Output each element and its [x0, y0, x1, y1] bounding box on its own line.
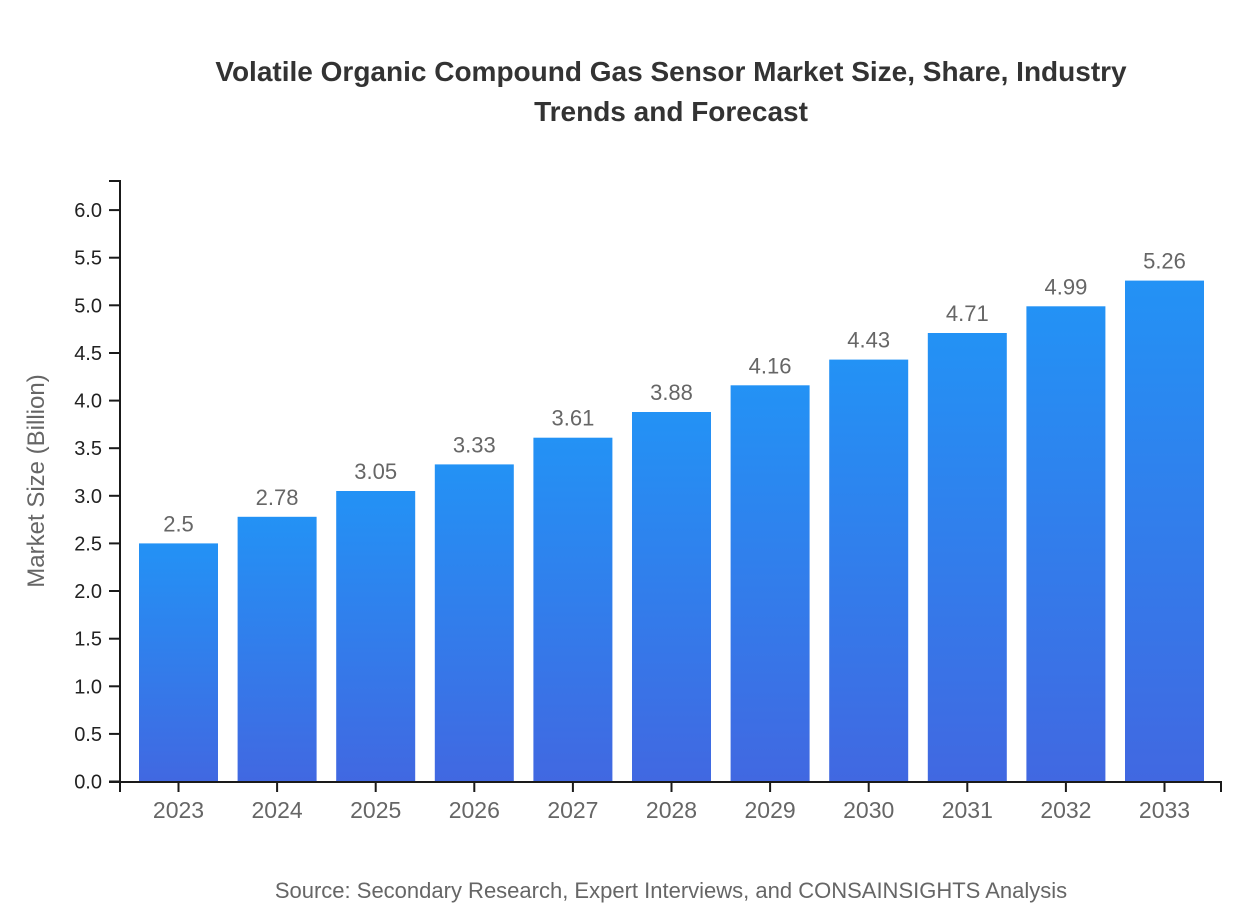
- y-tick-label: 2.0: [74, 581, 102, 603]
- x-tick-label: 2030: [843, 797, 894, 823]
- x-tick-label: 2023: [153, 797, 204, 823]
- bar-value-label: 2.78: [256, 485, 299, 510]
- bar-value-label: 3.33: [453, 432, 496, 457]
- bar: [434, 464, 514, 782]
- bar-value-label: 5.26: [1143, 249, 1186, 274]
- bar: [829, 359, 909, 782]
- x-tick-label: 2026: [449, 797, 500, 823]
- y-tick-label: 5.0: [74, 295, 102, 317]
- bar-value-label: 4.99: [1044, 274, 1087, 299]
- bar-value-label: 3.61: [551, 406, 594, 431]
- bar-value-label: 3.88: [650, 380, 693, 405]
- y-tick-label: 3.5: [74, 438, 102, 460]
- x-tick-label: 2031: [942, 797, 993, 823]
- x-tick-label: 2025: [350, 797, 401, 823]
- bar: [336, 491, 416, 782]
- bar: [533, 437, 613, 782]
- x-tick-label: 2027: [547, 797, 598, 823]
- bar-value-label: 4.71: [946, 301, 989, 326]
- y-tick-label: 2.5: [74, 533, 102, 555]
- y-tick-label: 5.5: [74, 248, 102, 270]
- bar-value-label: 4.43: [847, 328, 890, 353]
- y-tick-label: 1.5: [74, 629, 102, 651]
- bar: [927, 333, 1007, 782]
- bar-value-label: 3.05: [354, 459, 397, 484]
- source-note: Source: Secondary Research, Expert Inter…: [274, 878, 1068, 903]
- bar-value-label: 4.16: [749, 353, 792, 378]
- bar: [730, 385, 810, 782]
- bar-value-label: 2.5: [163, 511, 194, 536]
- y-tick-label: 6.0: [74, 200, 102, 222]
- x-tick-label: 2033: [1139, 797, 1190, 823]
- bar: [237, 516, 317, 782]
- y-tick-label: 0.5: [74, 724, 102, 746]
- x-tick-label: 2029: [745, 797, 796, 823]
- y-tick-label: 4.0: [74, 391, 102, 413]
- x-tick-label: 2024: [252, 797, 303, 823]
- bar: [1026, 306, 1106, 782]
- x-tick-label: 2032: [1040, 797, 1091, 823]
- y-tick-label: 0.0: [74, 772, 102, 794]
- y-tick-label: 3.0: [74, 486, 102, 508]
- chart-title: Volatile Organic Compound Gas Sensor Mar…: [215, 56, 1127, 127]
- y-tick-label: 4.5: [74, 343, 102, 365]
- bar: [139, 543, 218, 782]
- y-tick-label: 1.0: [74, 676, 102, 698]
- bar: [632, 412, 711, 782]
- bar: [1125, 280, 1204, 782]
- x-tick-label: 2028: [646, 797, 697, 823]
